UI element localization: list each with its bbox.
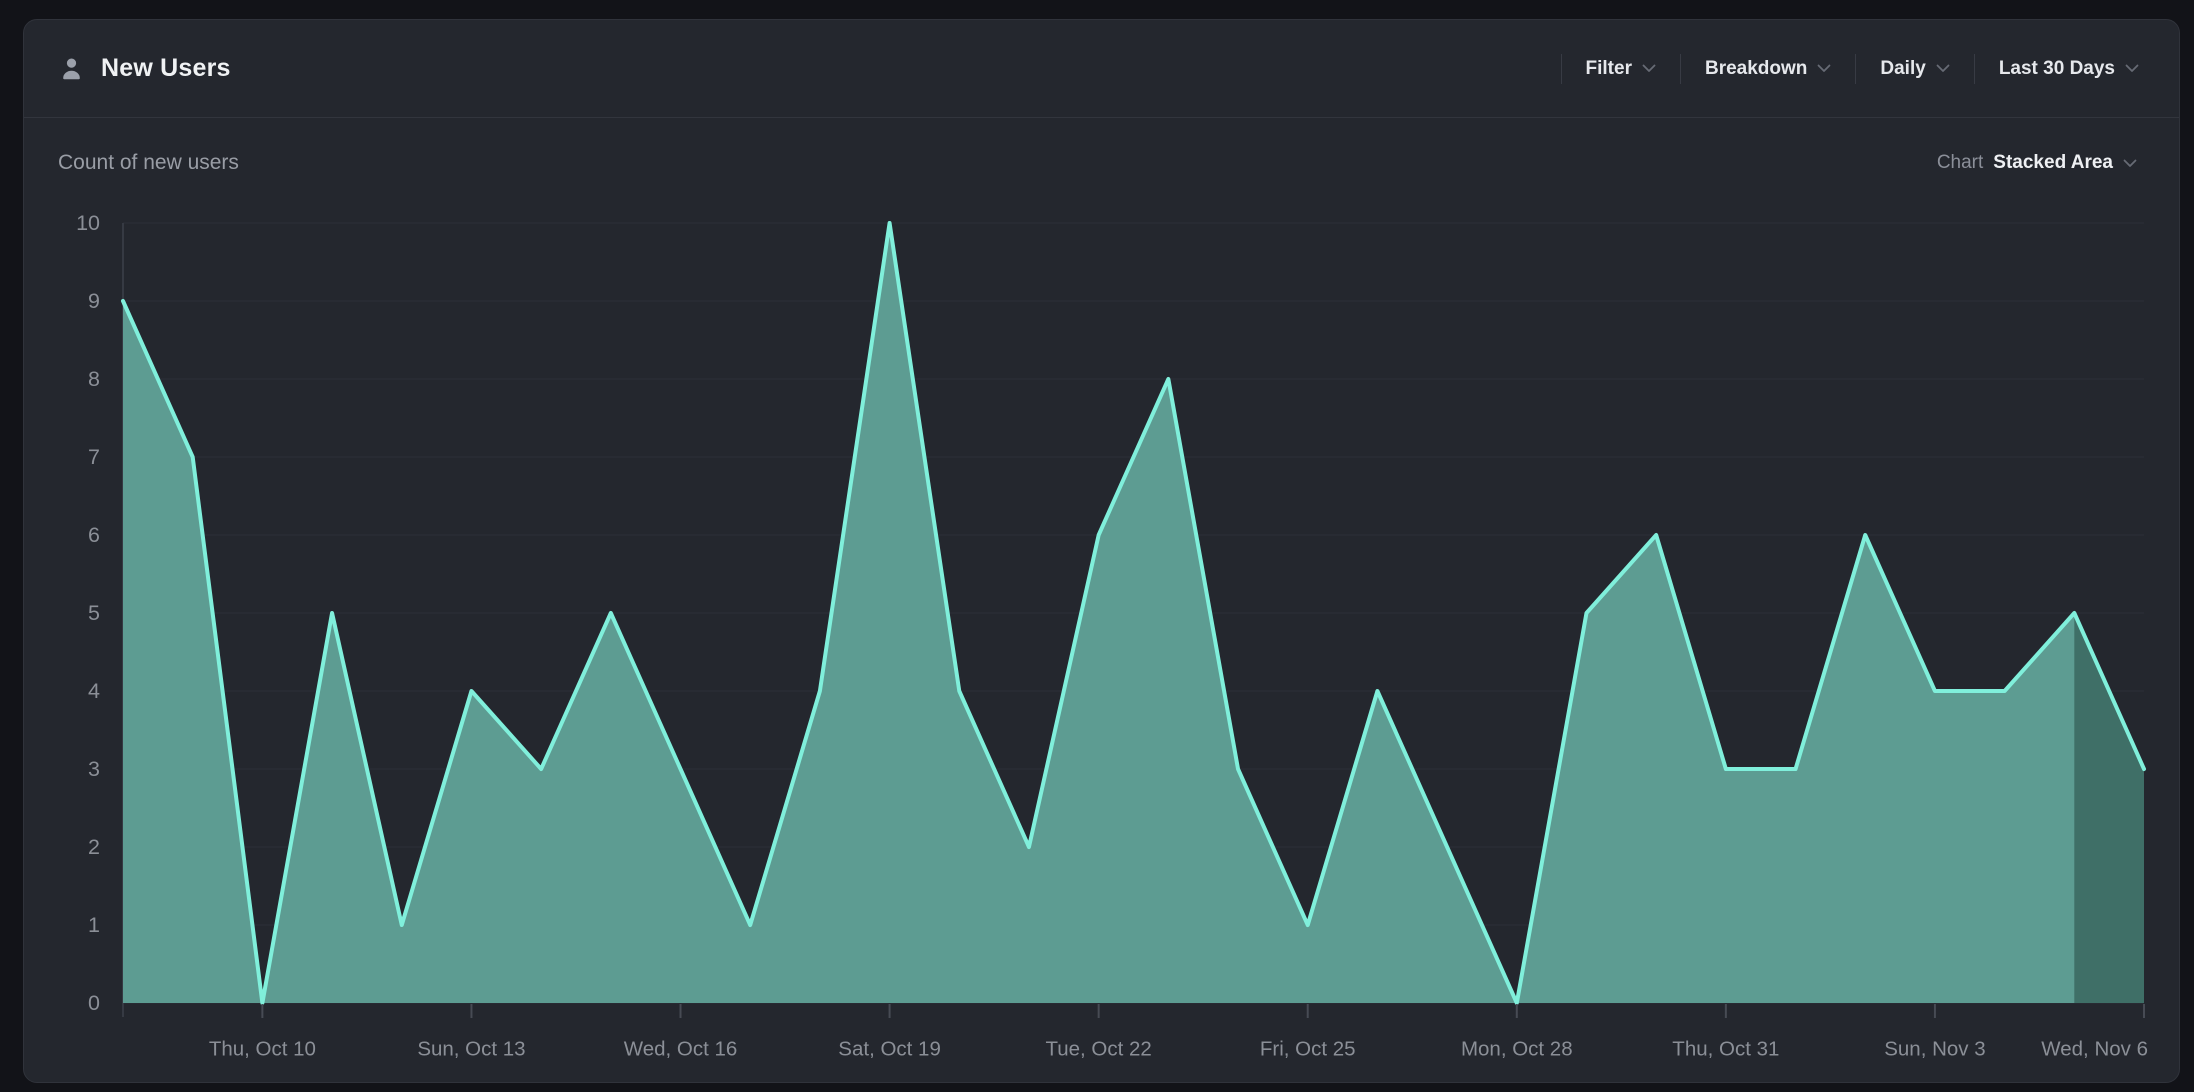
- y-axis-label: 2: [88, 835, 100, 859]
- x-axis-label: Thu, Oct 10: [209, 1038, 316, 1061]
- y-axis-label: 7: [88, 445, 100, 469]
- y-axis-label: 3: [88, 757, 100, 781]
- date-range-dropdown[interactable]: Last 30 Days: [1975, 58, 2139, 80]
- divider: [1973, 53, 1975, 84]
- chart-type-picker-value: Stacked Area: [1993, 152, 2113, 173]
- chevron-down-icon: [1642, 64, 1656, 73]
- widget-header: New Users Filter Breakdown: [24, 20, 2179, 118]
- breakdown-dropdown[interactable]: Breakdown: [1681, 58, 1855, 80]
- chart-type-picker-label: Chart: [1936, 152, 1984, 173]
- area-fill-incomplete: [2074, 613, 2144, 1003]
- y-axis-label: 9: [88, 289, 100, 313]
- breakdown-dropdown-label: Breakdown: [1704, 57, 1808, 79]
- x-axis-label: Fri, Oct 25: [1260, 1038, 1356, 1061]
- granularity-dropdown[interactable]: Daily: [1856, 58, 1973, 80]
- chevron-down-icon: [2125, 64, 2139, 73]
- y-axis-label: 6: [88, 523, 100, 547]
- area-fill: [123, 223, 2144, 1003]
- x-axis-label: Thu, Oct 31: [1672, 1038, 1779, 1061]
- filter-dropdown-label: Filter: [1585, 57, 1632, 79]
- chevron-down-icon: [1936, 64, 1950, 73]
- divider: [1855, 53, 1857, 84]
- new-users-widget: 0 1 2 3 4 5 6 7 8 9 10 Thu, Oct 10 Sun, Oct 13 Wed, O…: [23, 19, 2180, 1083]
- widget-subheader: Count of new users Chart Stacked Area: [24, 118, 2179, 174]
- x-axis-label: Mon, Oct 28: [1461, 1038, 1573, 1061]
- widget-title: New Users: [101, 54, 231, 82]
- x-axis-label: Sun, Nov 3: [1884, 1038, 1985, 1061]
- widget-header-controls: Filter Breakdown Daily: [1560, 53, 2139, 84]
- y-axis-label: 10: [76, 211, 100, 235]
- chevron-down-icon: [1817, 64, 1831, 73]
- y-axis-label: 8: [88, 367, 100, 391]
- person-icon: [58, 55, 85, 82]
- x-axis-label: Sun, Oct 13: [417, 1038, 525, 1061]
- filter-dropdown[interactable]: Filter: [1562, 58, 1680, 80]
- date-range-dropdown-label: Last 30 Days: [1998, 57, 2115, 79]
- granularity-dropdown-label: Daily: [1880, 57, 1926, 79]
- chart-type-picker[interactable]: Chart Stacked Area: [1937, 152, 2137, 174]
- y-axis-label: 5: [88, 601, 100, 625]
- x-axis-label: Wed, Nov 6: [2041, 1038, 2148, 1061]
- x-axis-label: Wed, Oct 16: [624, 1038, 738, 1061]
- y-axis-label: 4: [88, 679, 100, 703]
- y-axis-label: 1: [88, 913, 100, 937]
- area-line: [121, 221, 2146, 1005]
- y-axis-label: 0: [88, 991, 100, 1015]
- chart-subtitle: Count of new users: [58, 151, 239, 174]
- widget-header-left: New Users: [58, 54, 231, 83]
- chevron-down-icon: [2123, 159, 2137, 168]
- divider: [1679, 53, 1681, 84]
- divider: [1560, 53, 1562, 84]
- x-axis-label: Tue, Oct 22: [1045, 1038, 1151, 1061]
- x-axis-label: Sat, Oct 19: [838, 1038, 941, 1061]
- area-chart: 0 1 2 3 4 5 6 7 8 9 10 Thu, Oct 10 Sun, Oct 13 Wed, O…: [76, 211, 2148, 1061]
